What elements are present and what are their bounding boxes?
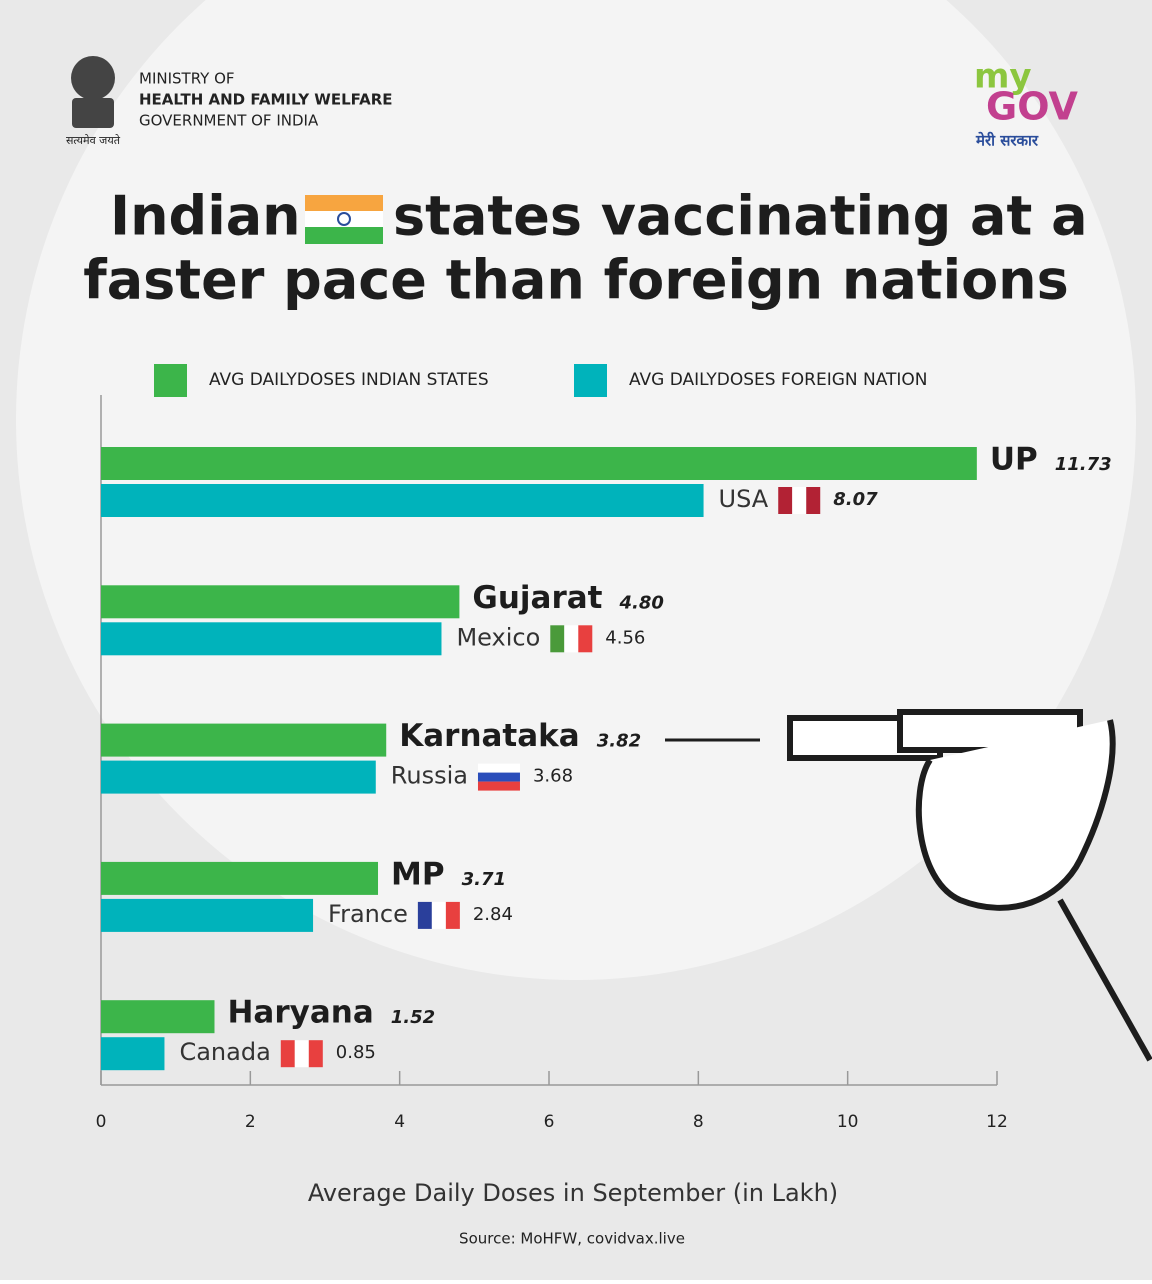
state-label: Haryana (227, 995, 373, 1031)
flag (431, 901, 446, 929)
bar (101, 723, 387, 757)
x-tick-label: 6 (544, 1112, 555, 1132)
flag (792, 487, 807, 514)
value-label: 4.80 (618, 592, 663, 613)
motto: सत्यमेव जयते (66, 134, 121, 147)
bar (101, 760, 376, 794)
syringe-illustration (665, 709, 1152, 1062)
state-label: Karnataka (399, 718, 580, 754)
legend-swatch (574, 364, 607, 397)
legend-label: AVG DAILYDOSES FOREIGN NATION (629, 370, 928, 390)
logo-my: my (974, 57, 1032, 97)
x-tick-label: 0 (96, 1112, 107, 1132)
legend-swatch (154, 364, 187, 397)
flag (564, 625, 579, 653)
bar (101, 447, 977, 480)
value-label: 3.68 (533, 766, 573, 787)
title: states vaccinating at a (393, 185, 1088, 248)
value-label: 11.73 (1055, 454, 1112, 475)
bar (101, 1000, 215, 1034)
bar (101, 484, 704, 517)
bar (101, 861, 379, 895)
value-label: 2.84 (473, 904, 513, 925)
state-label: MP (391, 856, 445, 892)
emblem (71, 56, 115, 128)
value-label: 4.56 (605, 627, 645, 648)
flag (550, 625, 565, 653)
value-label: 8.07 (833, 489, 878, 510)
flag (477, 781, 520, 791)
country-label: Russia (391, 762, 468, 790)
country-label: France (328, 900, 408, 928)
x-tick-label: 10 (837, 1112, 859, 1132)
ministry-line: GOVERNMENT OF INDIA (139, 112, 319, 130)
value-label: 1.52 (391, 1007, 435, 1028)
title: faster pace than foreign nations (83, 249, 1069, 312)
flag (308, 1040, 323, 1068)
flag (294, 1040, 309, 1068)
ministry-line: HEALTH AND FAMILY WELFARE (139, 91, 393, 109)
bar (101, 622, 442, 656)
flag (806, 487, 821, 514)
flag (445, 901, 460, 929)
value-label: 3.82 (597, 731, 641, 752)
country-label: Mexico (456, 623, 540, 651)
flag (477, 763, 520, 773)
bar (101, 1037, 165, 1071)
flag (477, 772, 520, 782)
logo-gov: GOV (986, 85, 1078, 129)
bar (101, 585, 460, 619)
flag (578, 625, 593, 653)
value-label: 3.71 (462, 869, 506, 890)
india-flag (305, 195, 383, 244)
x-tick-label: 8 (693, 1112, 704, 1132)
country-label: Canada (179, 1038, 270, 1066)
x-tick-label: 12 (986, 1112, 1008, 1132)
state-label: Gujarat (472, 580, 602, 616)
logo-tagline: मेरी सरकार (975, 132, 1039, 150)
country-label: USA (719, 485, 769, 513)
legend-label: AVG DAILYDOSES INDIAN STATES (209, 370, 489, 390)
flag (417, 901, 432, 929)
ministry-line: MINISTRY OF (139, 70, 235, 88)
flag (778, 487, 793, 514)
x-tick-label: 2 (245, 1112, 256, 1132)
state-label: UP (990, 442, 1038, 478)
x-axis-title: Average Daily Doses in September (in Lak… (308, 1179, 838, 1207)
title: Indian (110, 185, 301, 248)
value-label: 0.85 (336, 1042, 376, 1063)
flag (280, 1040, 295, 1068)
x-tick-label: 4 (394, 1112, 405, 1132)
source: Source: MoHFW, covidvax.live (459, 1230, 685, 1248)
bar (101, 898, 314, 932)
